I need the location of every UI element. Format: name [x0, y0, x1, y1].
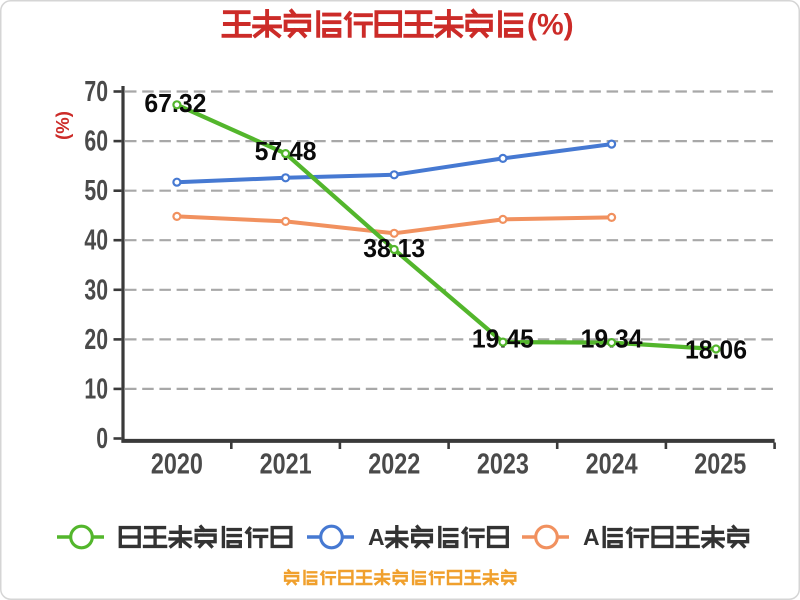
svg-text:40: 40 [84, 225, 108, 257]
svg-text:A: A [583, 524, 600, 550]
svg-text:10: 10 [84, 373, 108, 405]
svg-text:A: A [368, 524, 385, 550]
svg-text:2020: 2020 [151, 448, 203, 480]
svg-text:(%): (%) [527, 9, 574, 42]
svg-text:70: 70 [84, 76, 108, 108]
svg-text:2022: 2022 [368, 448, 420, 480]
svg-text:20: 20 [84, 324, 108, 356]
svg-text:30: 30 [84, 274, 108, 306]
svg-text:(%): (%) [52, 111, 73, 140]
svg-text:2021: 2021 [260, 448, 312, 480]
svg-text:0: 0 [96, 423, 108, 455]
svg-text:2025: 2025 [694, 448, 746, 480]
svg-text:2024: 2024 [586, 448, 638, 480]
svg-text:50: 50 [84, 175, 108, 207]
svg-text:2023: 2023 [477, 448, 529, 480]
svg-text:60: 60 [84, 126, 108, 158]
